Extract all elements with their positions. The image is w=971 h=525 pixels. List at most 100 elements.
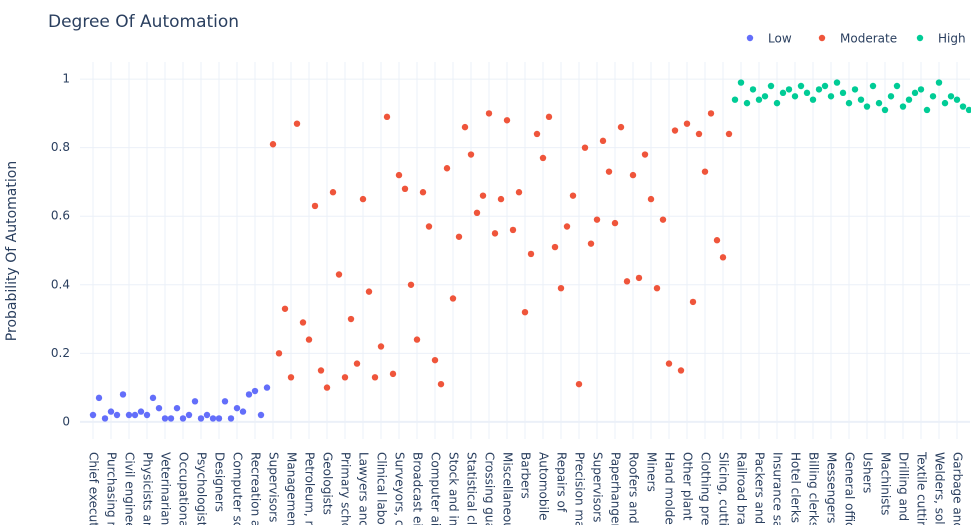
x-tick-label: Geologists (321, 452, 335, 515)
x-tick-label: Stock and in (447, 452, 461, 525)
x-tick-label: Billing clerks (807, 452, 821, 525)
point (845, 99, 853, 107)
x-tick-label: Statistical cl (465, 452, 479, 525)
legend-label: High (938, 32, 966, 46)
point (389, 370, 397, 378)
point (761, 93, 769, 100)
point (167, 415, 175, 422)
point (419, 189, 427, 196)
point (953, 96, 961, 103)
point (647, 195, 655, 203)
point (947, 93, 955, 100)
y-tick-label: 0.2 (51, 346, 70, 360)
point (509, 226, 517, 234)
point (383, 113, 391, 121)
x-tick-label: Surveyors, c (393, 452, 407, 525)
point (401, 185, 409, 193)
point (893, 82, 901, 90)
point (551, 243, 559, 251)
point (929, 93, 937, 100)
point (377, 343, 385, 350)
point (767, 82, 775, 90)
point (815, 86, 823, 93)
point (305, 336, 313, 343)
x-tick-label: Ushers (861, 452, 875, 493)
point (149, 394, 157, 402)
x-tick-label: Welders, sol (933, 452, 947, 525)
point (371, 374, 379, 381)
point (605, 168, 613, 175)
x-tick-label: Garbage anc (951, 452, 965, 525)
x-tick-label: Occupational (177, 452, 191, 525)
point (299, 319, 307, 326)
point (623, 278, 631, 285)
point (719, 254, 727, 261)
point (593, 216, 601, 223)
point (191, 398, 199, 405)
point (899, 103, 907, 110)
point (185, 411, 193, 419)
x-tick-label: Barbers (519, 452, 533, 499)
x-tick-label: Veterinarian (159, 452, 173, 525)
y-tick-label: 1 (62, 72, 70, 86)
point (161, 415, 169, 422)
x-tick-label: Computer sc (231, 452, 245, 525)
point (203, 411, 211, 419)
point (911, 89, 919, 97)
point (437, 380, 445, 388)
point (473, 209, 481, 216)
point (581, 144, 589, 151)
point (941, 99, 949, 107)
point (365, 288, 373, 295)
point (611, 219, 619, 227)
y-tick-label: 0.4 (51, 277, 70, 291)
legend-label: Low (768, 32, 792, 46)
x-tick-label: Broadcast ei (411, 452, 425, 525)
x-tick-label: Textile cuttir (915, 451, 929, 525)
point (935, 79, 943, 86)
point (251, 387, 259, 395)
point (347, 315, 355, 323)
y-axis-title: Probability Of Automation (4, 161, 20, 341)
point (101, 415, 109, 422)
x-tick-label: Supervisors (267, 452, 281, 522)
x-tick-label: Machinists (879, 452, 893, 515)
x-tick-label: Railroad bra (735, 452, 749, 525)
point (335, 271, 343, 278)
y-tick-label: 0 (62, 414, 70, 428)
point (479, 192, 487, 199)
point (359, 195, 367, 203)
x-tick-label: Psychologist (195, 452, 209, 525)
y-tick-label: 0.6 (51, 209, 70, 223)
x-tick-label: Clinical labo (375, 452, 389, 525)
point (785, 86, 793, 93)
point (311, 202, 319, 210)
point (89, 411, 97, 419)
point (521, 308, 529, 316)
point (575, 380, 583, 388)
point (257, 411, 265, 419)
point (425, 223, 433, 230)
point (323, 384, 331, 391)
point (449, 295, 457, 302)
x-tick-label: Precision ma (573, 452, 587, 525)
x-tick-label: Drilling and (897, 452, 911, 521)
point (143, 411, 151, 419)
point (965, 106, 971, 114)
point (587, 240, 595, 247)
point (545, 113, 553, 121)
x-tick-label: Primary scho (339, 452, 353, 525)
point (869, 82, 877, 90)
point (317, 367, 325, 374)
point (881, 106, 889, 114)
x-tick-label: Purchasing n (105, 452, 119, 525)
point (791, 93, 799, 100)
point (887, 93, 895, 100)
x-tick-label: Physicists ar (141, 452, 155, 525)
point (173, 404, 181, 412)
x-tick-label: Hotel clerks (789, 452, 803, 523)
x-tick-label: Supervisors (591, 452, 605, 522)
x-tick-label: Recreation a (249, 452, 263, 525)
point (653, 285, 661, 292)
